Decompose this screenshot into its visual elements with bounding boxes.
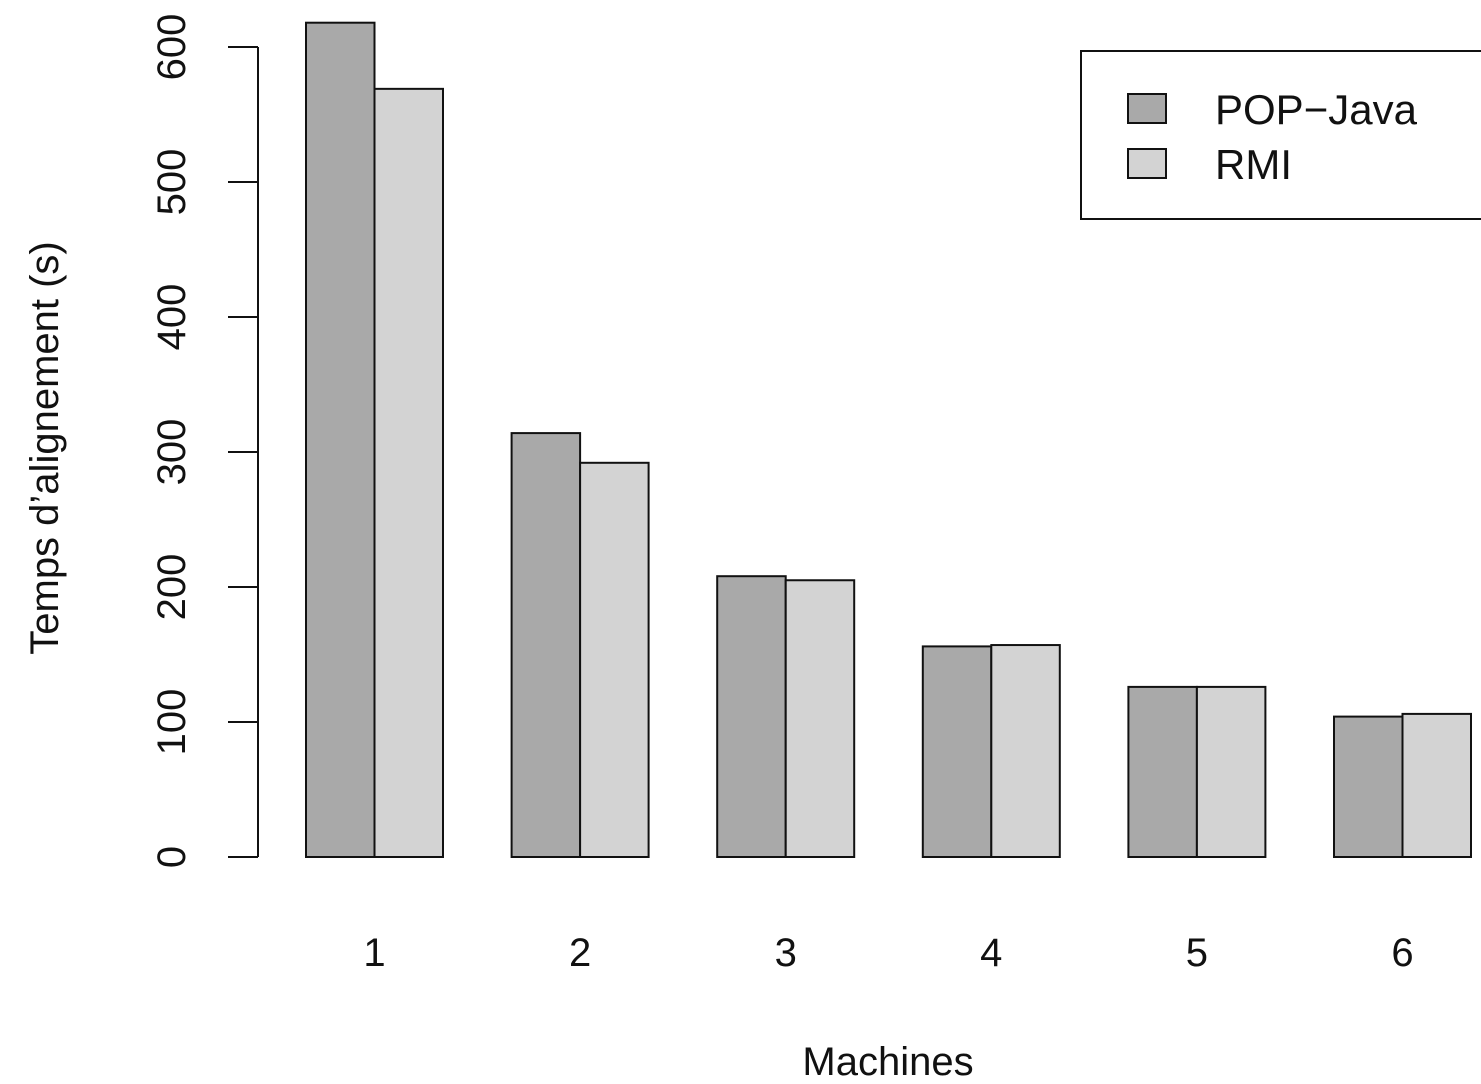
bar-rmi-6	[1401, 712, 1472, 859]
x-tick-label: 1	[363, 931, 385, 975]
x-tick-label: 4	[980, 931, 1002, 975]
bar-rmi-4	[990, 644, 1061, 858]
bar-rmi-2	[579, 461, 650, 858]
x-tick-labels: 1 2 3 4 5 6	[363, 931, 1413, 975]
x-tick-label: 6	[1391, 931, 1413, 975]
bar-pop-java-3	[716, 575, 787, 858]
y-tick-label: 0	[150, 846, 194, 868]
x-axis-label: Machines	[802, 1040, 973, 1084]
legend-label-pop-java: POP−Java	[1215, 86, 1418, 133]
y-axis: 0 100 200 300 400 500 600	[150, 14, 259, 868]
y-axis-label: Temps d’alignement (s)	[23, 241, 67, 655]
bar-rmi-5	[1195, 685, 1267, 859]
legend-label-rmi: RMI	[1215, 141, 1292, 188]
y-tick-label: 600	[150, 14, 194, 81]
legend-swatch-pop-java	[1127, 93, 1167, 124]
y-tick-label: 100	[150, 689, 194, 756]
y-tick-label: 500	[150, 149, 194, 216]
legend: POP−Java RMI	[1080, 50, 1481, 220]
bar-pop-java-1	[305, 21, 376, 858]
legend-swatch-rmi	[1127, 148, 1167, 179]
x-tick-label: 2	[569, 931, 591, 975]
bar-pop-java-6	[1333, 715, 1404, 858]
legend-box	[1080, 50, 1481, 220]
bar-pop-java-5	[1127, 685, 1198, 859]
x-tick-label: 5	[1186, 931, 1208, 975]
bar-pop-java-2	[510, 432, 582, 858]
y-tick-label: 200	[150, 554, 194, 621]
bar-pop-java-4	[921, 645, 993, 859]
y-tick-label: 300	[150, 419, 194, 486]
bar-rmi-3	[784, 579, 856, 858]
y-tick-label: 400	[150, 284, 194, 351]
bar-rmi-1	[373, 87, 444, 859]
x-tick-label: 3	[775, 931, 797, 975]
bars	[305, 21, 1472, 859]
